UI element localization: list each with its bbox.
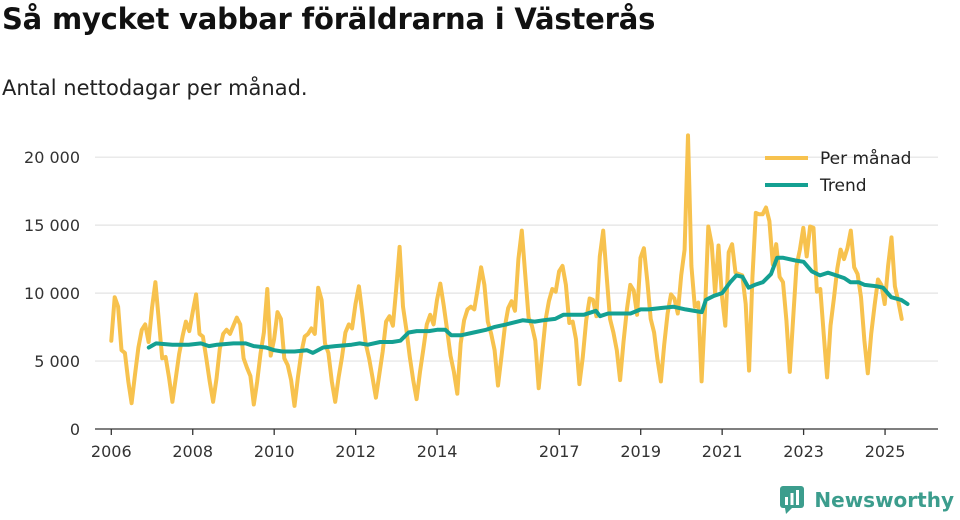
legend: Per månad Trend: [765, 148, 911, 196]
newsworthy-icon: [780, 486, 805, 514]
axes: 0 5 000 10 000 15 000 20 000 2006 2008 2010 2012…: [24, 148, 938, 461]
x-tick-label: 2017: [539, 442, 580, 461]
x-tick-label: 2006: [91, 442, 132, 461]
newsworthy-logo: Newsworthy: [780, 486, 954, 514]
x-tick-label: 2019: [620, 442, 661, 461]
x-tick-label: 2012: [335, 442, 376, 461]
legend-label-trend: Trend: [819, 176, 867, 196]
x-tick-label: 2023: [783, 442, 824, 461]
chart-title: Så mycket vabbar föräldrarna i Västerås: [2, 2, 656, 36]
chart-subtitle: Antal nettodagar per månad.: [2, 76, 308, 100]
brand-name: Newsworthy: [814, 488, 954, 512]
series-line-per-manad: [109, 133, 904, 408]
legend-label-per-manad: Per månad: [820, 148, 911, 169]
y-tick-label: 10 000: [24, 284, 80, 303]
x-tick-label: 2010: [254, 442, 295, 461]
x-tick-label: 2025: [865, 442, 906, 461]
x-tick-label: 2021: [702, 442, 743, 461]
x-tick-label: 2008: [172, 442, 213, 461]
y-tick-label: 20 000: [24, 148, 80, 167]
y-tick-label: 0: [70, 420, 80, 439]
series-lines: [109, 133, 910, 408]
series-line-trend: [146, 255, 910, 355]
y-tick-label: 15 000: [24, 216, 80, 235]
x-tick-label: 2014: [417, 442, 458, 461]
y-tick-label: 5 000: [34, 352, 80, 371]
